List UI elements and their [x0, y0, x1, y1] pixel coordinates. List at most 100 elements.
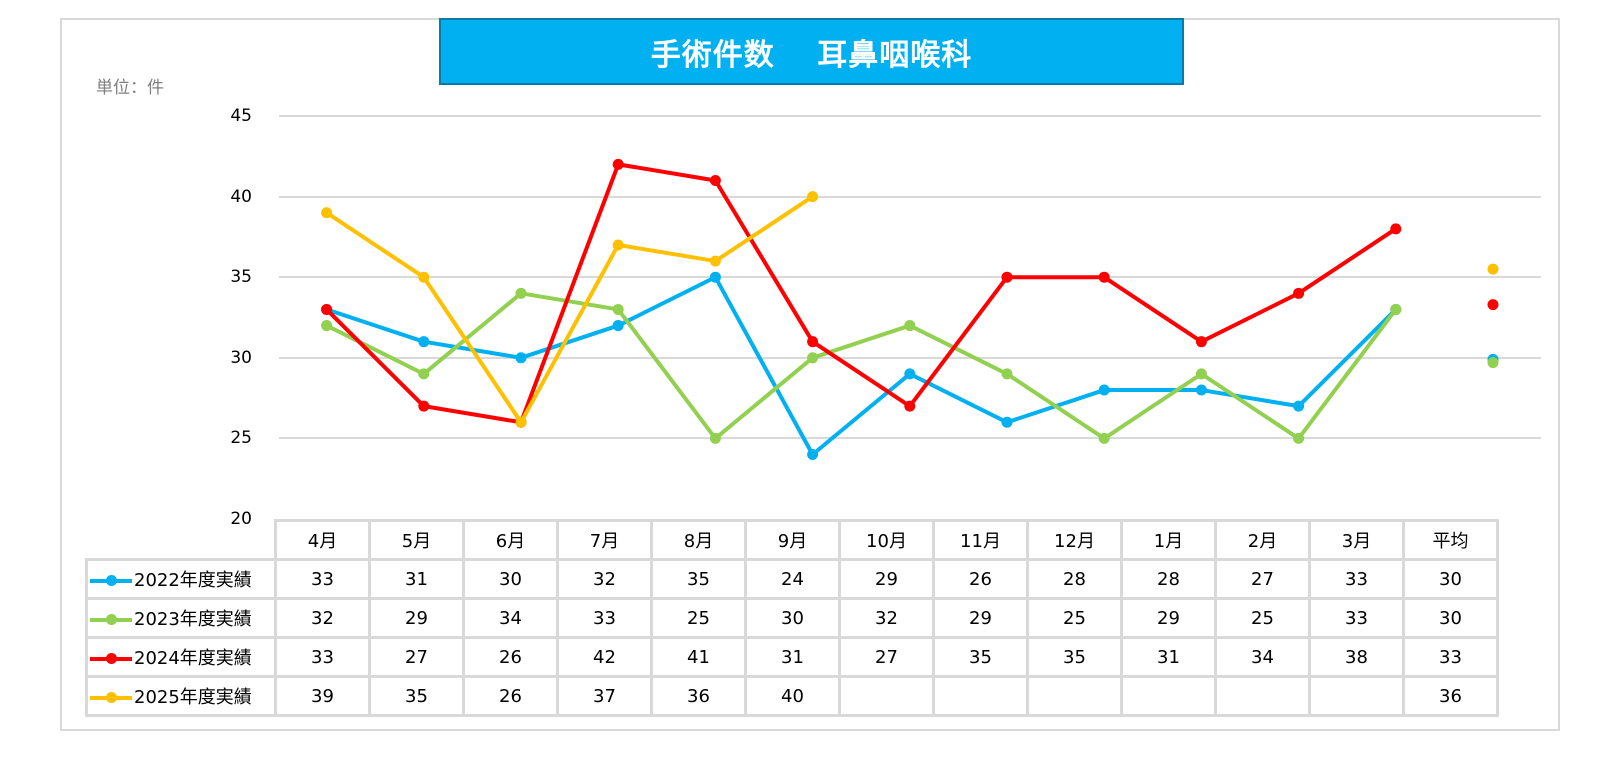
table-cell: 33 [1308, 597, 1405, 639]
chart-title: 手術件数 耳鼻咽喉科 [650, 37, 973, 73]
series-2022年度実績 [321, 271, 1499, 461]
table-row: 2022年度実績 33 31 30 32 35 24 29 26 28 28 27 33 30 [85, 558, 1499, 600]
data-point-marker [515, 287, 527, 299]
series-line [325, 162, 1397, 425]
data-point-marker [612, 320, 624, 332]
data-point-marker [1098, 271, 1110, 283]
data-point-marker [807, 191, 819, 203]
column-header: 8月 [650, 519, 747, 561]
table-cell: 26 [932, 558, 1029, 600]
series-2025年度実績 [321, 191, 1499, 428]
table-cell: 32 [274, 597, 371, 639]
legend-entry: 2022年度実績 [85, 558, 277, 600]
table-cell: 25 [650, 597, 747, 639]
table-cell: 26 [462, 636, 559, 678]
table-cell: 30 [1402, 558, 1499, 600]
unit-label: 単位：件 [96, 78, 164, 98]
data-point-marker [1390, 303, 1402, 315]
table-cell [1120, 675, 1217, 717]
y-tick-label: 25 [230, 428, 252, 449]
legend-label: 2022年度実績 [134, 570, 252, 591]
table-cell: 29 [1120, 597, 1217, 639]
legend-label: 2025年度実績 [134, 687, 252, 708]
column-header: 9月 [744, 519, 841, 561]
series-line [325, 275, 1398, 457]
y-tick-label: 45 [230, 106, 252, 126]
legend-line-marker-icon [90, 575, 132, 586]
data-point-marker [321, 320, 333, 332]
column-header: 11月 [932, 519, 1029, 561]
table-cell: 39 [274, 675, 371, 717]
y-tick-label: 20 [230, 509, 252, 529]
column-header: 5月 [368, 519, 465, 561]
data-point-marker [904, 400, 916, 412]
column-header: 平均 [1402, 519, 1499, 561]
data-point-marker [1293, 432, 1305, 444]
table-cell: 35 [650, 558, 747, 600]
data-point-marker [1098, 384, 1110, 396]
table-cell: 31 [744, 636, 841, 678]
column-header: 4月 [274, 519, 371, 561]
table-cell: 32 [556, 558, 653, 600]
gridline [279, 356, 1541, 359]
table-cell [1026, 675, 1123, 717]
chart-title-box: 手術件数 耳鼻咽喉科 [439, 18, 1184, 85]
data-point-marker [709, 255, 721, 267]
y-tick-label: 40 [230, 186, 252, 207]
data-point-marker [807, 352, 819, 364]
data-point-marker [1293, 400, 1305, 412]
data-point-marker [612, 239, 624, 251]
data-point-marker [1001, 271, 1013, 283]
gridline [279, 195, 1541, 198]
data-point-marker [321, 207, 333, 219]
table-cell [932, 675, 1029, 717]
legend-entry: 2024年度実績 [85, 636, 277, 678]
table-cell: 25 [1026, 597, 1123, 639]
table-cell: 40 [744, 675, 841, 717]
table-cell: 33 [274, 636, 371, 678]
legend-line-marker-icon [90, 653, 132, 664]
table-cell: 29 [932, 597, 1029, 639]
table-cell: 26 [462, 675, 559, 717]
y-tick-label: 30 [230, 347, 252, 368]
data-table: 4月 5月 6月 7月 8月 9月 10月 11月 12月 1月 2月 3月 平均 2022年度実績 33… [85, 519, 1499, 717]
table-cell: 24 [744, 558, 841, 600]
data-point-marker [321, 303, 333, 315]
data-point-marker [1001, 416, 1013, 428]
data-point-marker [807, 336, 819, 348]
column-header: 6月 [462, 519, 559, 561]
gridline [279, 276, 1541, 279]
table-cell: 35 [368, 675, 465, 717]
data-point-marker [709, 271, 721, 283]
table-cell: 41 [650, 636, 747, 678]
table-cell: 30 [462, 558, 559, 600]
table-cell: 28 [1026, 558, 1123, 600]
table-cell [1214, 675, 1311, 717]
legend-line-marker-icon [90, 692, 132, 703]
table-cell: 36 [1402, 675, 1499, 717]
table-cell: 27 [368, 636, 465, 678]
table-cell: 29 [368, 597, 465, 639]
column-header: 10月 [838, 519, 935, 561]
column-header: 12月 [1026, 519, 1123, 561]
table-cell: 27 [1214, 558, 1311, 600]
column-header: 2月 [1214, 519, 1311, 561]
table-cell: 36 [650, 675, 747, 717]
column-header: 1月 [1120, 519, 1217, 561]
series-2023年度実績 [321, 287, 1499, 444]
data-point-marker [807, 449, 819, 461]
table-header-row: 4月 5月 6月 7月 8月 9月 10月 11月 12月 1月 2月 3月 平均 [87, 519, 1499, 561]
series-line [325, 291, 1398, 441]
table-row: 2025年度実績 39 35 26 37 36 40 36 [85, 675, 1499, 717]
table-row: 2024年度実績 33 27 26 42 41 31 27 35 35 31 34 38 33 [85, 636, 1499, 678]
data-point-marker [515, 352, 527, 364]
data-point-marker [418, 368, 430, 380]
column-header: 7月 [556, 519, 653, 561]
data-point-marker [418, 336, 430, 348]
table-cell: 30 [1402, 597, 1499, 639]
y-tick-label: 35 [230, 267, 252, 288]
legend-entry: 2025年度実績 [85, 675, 277, 717]
data-point-marker [904, 320, 916, 332]
table-cell: 35 [1026, 636, 1123, 678]
